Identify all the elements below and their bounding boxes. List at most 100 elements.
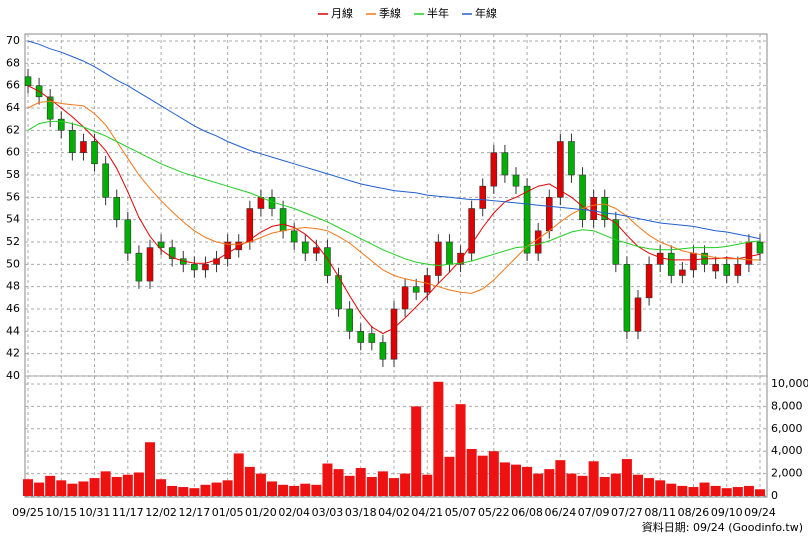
y-tick-label: 62 <box>6 123 20 136</box>
candle-body <box>224 241 231 260</box>
volume-bar <box>610 473 621 496</box>
y2-tick-label: 2,000 <box>771 467 803 480</box>
x-tick-label: 04/21 <box>411 506 443 519</box>
candle-body <box>102 163 109 198</box>
x-tick-label: 02/04 <box>278 506 310 519</box>
y-tick-label: 48 <box>6 280 20 293</box>
volume-bar <box>34 482 45 496</box>
volume-bar <box>67 483 78 496</box>
y-tick-label: 58 <box>6 168 20 181</box>
y-tick-label: 60 <box>6 146 20 159</box>
x-tick-label: 09/24 <box>744 506 776 519</box>
volume-bar <box>455 404 466 496</box>
y-tick-label: 52 <box>6 235 20 248</box>
volume-bar <box>710 485 721 496</box>
volume-bar <box>89 478 100 496</box>
x-tick-label: 10/31 <box>79 506 111 519</box>
y-tick-label: 42 <box>6 347 20 360</box>
volume-bar <box>688 487 699 496</box>
candle-body <box>712 264 719 272</box>
volume-bar <box>743 485 754 496</box>
volume-bar <box>400 473 411 496</box>
candle-body <box>523 185 531 254</box>
volume-bar <box>666 483 677 496</box>
candle-body <box>723 264 731 276</box>
candle-body <box>168 247 176 260</box>
x-tick-label: 03/18 <box>345 506 377 519</box>
candle-body <box>80 141 87 153</box>
candle-body <box>113 197 121 220</box>
volume-bar <box>344 475 355 496</box>
x-tick-label: 03/03 <box>312 506 344 519</box>
volume-bar <box>122 474 133 496</box>
candle-body <box>257 197 265 209</box>
x-tick-label: 09/25 <box>12 506 44 519</box>
x-tick-label: 09/10 <box>711 506 743 519</box>
candle-body <box>690 252 697 271</box>
volume-bar <box>533 473 544 496</box>
y2-tick-label: 8,000 <box>771 399 803 412</box>
candle-body <box>656 252 664 265</box>
candle-body <box>634 297 642 332</box>
ma-line <box>27 100 760 294</box>
legend-label: 季線 <box>379 6 401 20</box>
candle-body <box>468 208 475 254</box>
volume-bar <box>555 460 566 496</box>
candle-body <box>679 269 686 276</box>
candle-body <box>346 308 353 332</box>
volume-bar <box>499 462 510 496</box>
legend-label: 年線 <box>475 6 497 20</box>
y2-tick-label: 10,000 <box>771 377 808 390</box>
volume-bar <box>544 469 555 496</box>
ma-line <box>27 40 761 240</box>
volume-bar <box>522 466 533 496</box>
volume-bar <box>755 489 765 496</box>
x-tick-label: 08/26 <box>678 506 710 519</box>
volume-bar <box>178 487 189 496</box>
legend-label: 月線 <box>331 6 353 20</box>
legend-label: 半年 <box>427 6 449 20</box>
x-tick-label: 06/24 <box>545 506 577 519</box>
x-tick-label: 05/22 <box>478 506 510 519</box>
volume-bar <box>488 451 499 496</box>
candle-body <box>457 252 464 265</box>
candle-body <box>24 76 32 86</box>
candle-body <box>734 264 742 276</box>
candle-body <box>69 130 76 153</box>
candle-body <box>191 264 198 271</box>
candle-body <box>324 247 331 276</box>
candle-body <box>446 241 453 265</box>
volume-bar <box>333 469 344 496</box>
candle-body <box>534 230 542 254</box>
x-tick-label: 12/02 <box>145 506 177 519</box>
volume-bar <box>621 459 632 496</box>
candle-body <box>368 333 376 343</box>
volume-bar <box>577 475 588 496</box>
y-tick-label: 64 <box>6 101 20 114</box>
volume-bar <box>23 479 33 496</box>
volume-bar <box>300 483 311 496</box>
volume-bar <box>111 476 122 496</box>
volume-bar <box>633 474 643 496</box>
candle-body <box>246 208 254 243</box>
volume-bar <box>267 481 277 496</box>
volume-bar <box>244 466 255 496</box>
volume-bar <box>133 472 144 496</box>
candle-body <box>202 264 209 271</box>
volume-bar <box>233 453 244 496</box>
candle-body <box>579 174 586 220</box>
volume-bar <box>477 455 488 496</box>
volume-bar <box>677 485 688 496</box>
volume-bar <box>355 468 366 496</box>
candle-body <box>545 197 553 232</box>
candle-body <box>745 241 753 265</box>
y-tick-label: 68 <box>6 56 20 69</box>
candle-body <box>490 152 498 187</box>
candle-body <box>146 247 154 282</box>
volume-bar <box>145 442 155 496</box>
volume-bar <box>78 481 89 496</box>
candle-body <box>313 247 320 254</box>
volume-bar <box>721 488 732 496</box>
